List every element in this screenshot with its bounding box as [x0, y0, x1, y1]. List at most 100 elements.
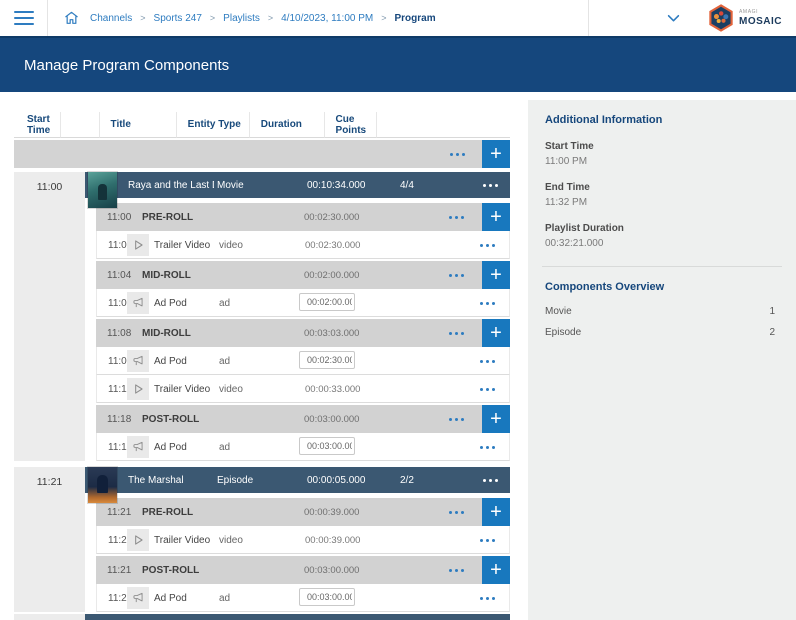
duration-input[interactable]: [299, 437, 355, 455]
add-component-button[interactable]: +: [482, 498, 510, 526]
program-thumbnail: [88, 172, 117, 208]
mosaic-hexagon-icon: [709, 4, 733, 32]
home-icon[interactable]: [63, 10, 80, 26]
roll-more-actions-icon[interactable]: [449, 418, 464, 421]
roll-label: PRE-ROLL: [142, 507, 194, 518]
breadcrumb-item-playlists[interactable]: Playlists: [223, 12, 260, 24]
item-start-time: 11:08: [108, 356, 133, 367]
component-type-label: Movie: [545, 306, 572, 317]
roll-more-actions-icon[interactable]: [449, 511, 464, 514]
sidebar-field-value: 11:32 PM: [545, 197, 588, 208]
roll-start-time: 11:21: [107, 507, 132, 518]
program-row[interactable]: The Marshal Episode 00:00:05.000 2/2: [85, 467, 510, 503]
item-more-actions-icon[interactable]: [480, 539, 495, 542]
roll-duration: 00:03:00.000: [304, 414, 360, 425]
duration-input[interactable]: [299, 351, 355, 369]
program-more-actions-icon[interactable]: [483, 184, 498, 187]
roll-block: 11:00 PRE-ROLL 00:02:30.000 +11:00 Trailer V…: [96, 203, 510, 259]
component-item-row: 11:21 Trailer Video video 00:00:39.000: [96, 526, 510, 554]
program-duration: 00:10:34.000: [307, 180, 366, 191]
add-component-button[interactable]: +: [482, 261, 510, 289]
program-duration: 00:00:05.000: [307, 475, 366, 486]
table-header-row: Start Time Title Entity Type Duration Cue Po…: [14, 112, 510, 138]
add-component-button[interactable]: +: [482, 556, 510, 584]
roll-more-actions-icon[interactable]: [449, 216, 464, 219]
play-icon: [127, 529, 149, 551]
roll-label: POST-ROLL: [142, 414, 200, 425]
item-start-time: 11:10: [108, 384, 133, 395]
sidebar-field-value: 11:00 PM: [545, 156, 588, 167]
column-header-duration: Duration: [249, 112, 325, 138]
roll-more-actions-icon[interactable]: [449, 274, 464, 277]
program-components-table: Start Time Title Entity Type Duration Cue Po…: [14, 112, 510, 620]
program-start-time: 11:21: [36, 476, 63, 488]
chevron-down-icon[interactable]: [667, 14, 680, 23]
program-title: The Marshal: [128, 475, 184, 486]
roll-more-actions-icon[interactable]: [449, 332, 464, 335]
duration-input[interactable]: [299, 588, 355, 606]
add-component-button[interactable]: +: [482, 319, 510, 347]
program-title: Raya and the Last Dr...: [128, 180, 214, 191]
item-more-actions-icon[interactable]: [480, 244, 495, 247]
more-actions-icon[interactable]: [450, 152, 465, 156]
duration-input[interactable]: [299, 293, 355, 311]
item-more-actions-icon[interactable]: [480, 388, 495, 391]
item-more-actions-icon[interactable]: [480, 302, 495, 305]
add-component-button[interactable]: +: [482, 140, 510, 168]
roll-header-row: 11:21 POST-ROLL 00:03:00.000 +: [96, 556, 510, 584]
item-start-time: 11:04: [108, 298, 133, 309]
topbar-divider-right: [588, 0, 589, 36]
column-header-title: Title: [99, 112, 177, 138]
program-group: 11:21 The Marshal Episode 00:00:05.000 2/2 11…: [14, 467, 510, 612]
item-entity-type: video: [219, 535, 243, 546]
item-title: Ad Pod: [154, 298, 187, 309]
item-title: Ad Pod: [154, 442, 187, 453]
breadcrumb-separator: >: [140, 13, 146, 23]
additional-information-panel: Additional Information Start Time 11:00 P…: [528, 100, 796, 620]
component-item-row: 11:10 Trailer Video video 00:00:33.000: [96, 375, 510, 403]
component-item-row: 11:00 Trailer Video video 00:02:30.000: [96, 231, 510, 259]
program-cue-points: 2/2: [400, 475, 414, 486]
play-icon: [127, 378, 149, 400]
roll-more-actions-icon[interactable]: [449, 569, 464, 572]
component-type-label: Episode: [545, 327, 582, 338]
sidebar-field: End Time 11:32 PM: [545, 182, 779, 208]
add-component-button[interactable]: +: [482, 405, 510, 433]
component-item-row: 11:04 Ad Pod ad: [96, 289, 510, 317]
sidebar-field-label: End Time: [545, 182, 590, 193]
component-item-row: 11:21 Ad Pod ad: [96, 584, 510, 612]
breadcrumb-item-4-10-2023-11-00-pm[interactable]: 4/10/2023, 11:00 PM: [281, 12, 374, 24]
item-start-time: 11:00: [108, 240, 133, 251]
hamburger-menu-icon[interactable]: [14, 11, 34, 25]
megaphone-icon: [127, 292, 149, 314]
program-more-actions-icon[interactable]: [483, 479, 498, 482]
item-duration: 00:00:33.000: [305, 384, 361, 395]
item-entity-type: video: [219, 384, 243, 395]
roll-label: MID-ROLL: [142, 270, 191, 281]
add-component-button[interactable]: +: [482, 203, 510, 231]
column-header-blank: [376, 112, 510, 138]
item-more-actions-icon[interactable]: [480, 446, 495, 449]
column-header-blank: [60, 112, 100, 138]
column-header-start-time: Start Time: [14, 112, 61, 138]
item-entity-type: ad: [219, 356, 231, 367]
program-entity-type: Episode: [217, 475, 254, 486]
item-more-actions-icon[interactable]: [480, 597, 495, 600]
breadcrumb-item-channels[interactable]: Channels: [90, 12, 133, 24]
program-row[interactable]: [85, 614, 510, 620]
item-title: Ad Pod: [154, 356, 187, 367]
component-item-row: 11:08 Ad Pod ad: [96, 347, 510, 375]
item-more-actions-icon[interactable]: [480, 360, 495, 363]
breadcrumb-item-sports-247[interactable]: Sports 247: [153, 12, 202, 24]
roll-block: 11:21 POST-ROLL 00:03:00.000 +11:21 Ad Pod ad: [96, 556, 510, 612]
roll-header-row: 11:04 MID-ROLL 00:02:00.000 +: [96, 261, 510, 289]
components-overview-row: Episode 2: [545, 327, 775, 338]
program-row[interactable]: Raya and the Last Dr...Movie 00:10:34.000…: [85, 172, 510, 208]
megaphone-icon: [127, 587, 149, 609]
megaphone-icon: [127, 350, 149, 372]
roll-start-time: 11:00: [107, 212, 132, 223]
roll-label: MID-ROLL: [142, 328, 191, 339]
roll-duration: 00:00:39.000: [304, 507, 360, 518]
